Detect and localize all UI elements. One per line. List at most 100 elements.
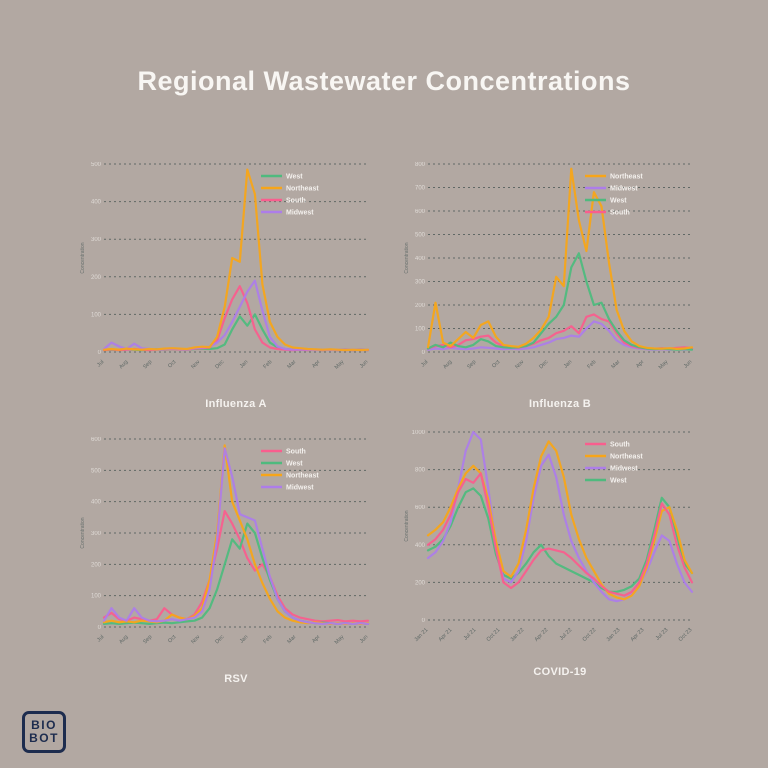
legend-label-south: South — [286, 449, 306, 456]
x-tick-label: Jun — [359, 634, 370, 645]
covid-19-chart: Concentration 0 200 400 600 800 1000 Jan 21 Apr … — [402, 424, 702, 678]
x-tick-label: Jul — [96, 359, 105, 368]
x-tick-label: May — [658, 359, 670, 371]
y-tick-label: 400 — [415, 256, 426, 262]
x-tick-label: Apr 22 — [534, 627, 550, 643]
influenza-a-chart: Concentration 0 100 200 300 400 500 Jul Aug Sep Oc… — [78, 156, 378, 410]
x-tick-label: Jan 22 — [509, 627, 525, 643]
y-tick-label: 400 — [91, 200, 102, 206]
y-tick-label: 100 — [415, 327, 426, 333]
x-tick-label: Oct — [491, 359, 502, 370]
covid-19-plot: Concentration 0 200 400 600 800 1000 Jan 21 Apr … — [404, 430, 694, 643]
x-tick-label: Oct 23 — [678, 627, 694, 643]
y-tick-label: 600 — [415, 209, 426, 215]
x-tick-label: Jul 23 — [655, 627, 670, 642]
x-tick-label: Jul — [420, 359, 429, 368]
x-tick-label: Dec — [538, 359, 549, 370]
x-tick-label: Mar — [610, 359, 621, 370]
y-axis-label: Concentration — [80, 242, 86, 273]
series-line-northeast — [102, 444, 370, 625]
biobot-logo: BIO BOT — [22, 711, 66, 753]
x-tick-label: Apr — [635, 359, 645, 369]
y-tick-label: 200 — [415, 580, 426, 586]
biobot-logo-line2: BOT — [29, 731, 59, 745]
influenza-b-title: Influenza B — [529, 398, 591, 410]
x-tick-label: Feb — [262, 634, 273, 645]
series-line-south — [102, 285, 370, 352]
y-axis-label: Concentration — [404, 242, 410, 273]
x-tick-label: Aug — [118, 359, 129, 370]
legend-label-west: West — [286, 461, 303, 468]
x-tick-label: Sep — [142, 634, 153, 645]
x-tick-label: Aug — [442, 359, 453, 370]
x-tick-label: Mar — [286, 359, 297, 370]
x-tick-label: Nov — [514, 359, 525, 370]
influenza-a-plot: Concentration 0 100 200 300 400 500 Jul Aug Sep Oc… — [80, 162, 370, 371]
x-tick-label: Oct — [167, 634, 178, 645]
legend-label-midwest: Midwest — [610, 186, 638, 193]
y-tick-label: 800 — [415, 162, 426, 168]
series-line-west — [102, 522, 370, 625]
x-tick-label: Jun — [359, 359, 370, 370]
x-tick-label: Mar — [286, 634, 297, 645]
x-tick-label: Jul 21 — [463, 627, 478, 642]
series-line-northeast — [426, 440, 694, 601]
series-line-midwest — [102, 447, 370, 625]
rsv-title: RSV — [224, 673, 248, 685]
y-tick-label: 600 — [91, 437, 102, 443]
series-line-south — [426, 313, 694, 350]
y-axis-label: Concentration — [404, 510, 410, 541]
y-tick-label: 500 — [91, 162, 102, 168]
x-tick-label: Jun — [683, 359, 694, 370]
y-tick-label: 700 — [415, 186, 426, 192]
legend-label-midwest: Midwest — [610, 466, 638, 473]
series-line-south — [102, 509, 370, 623]
y-tick-label: 0 — [98, 625, 102, 631]
y-tick-label: 200 — [415, 303, 426, 309]
page-title: Regional Wastewater Concentrations — [137, 66, 631, 96]
x-tick-label: Jul — [96, 634, 105, 643]
x-tick-label: May — [334, 634, 346, 646]
y-tick-label: 400 — [91, 500, 102, 506]
x-tick-label: Oct 22 — [582, 627, 598, 643]
influenza-b-chart: Concentration 0 100 200 300 400 500 600 700 800 Ju… — [402, 156, 702, 410]
x-tick-label: Apr — [311, 634, 321, 644]
legend-label-west: West — [610, 478, 627, 485]
legend-label-northeast: Northeast — [286, 186, 319, 193]
x-tick-label: Jul 22 — [559, 627, 574, 642]
y-tick-label: 1000 — [412, 430, 426, 436]
biobot-logo-line1: BIO — [31, 718, 57, 733]
x-tick-label: Dec — [214, 359, 225, 370]
x-tick-label: Jan — [563, 359, 574, 370]
x-tick-label: Feb — [262, 359, 273, 370]
y-tick-label: 200 — [91, 275, 102, 281]
y-tick-label: 200 — [91, 562, 102, 568]
x-tick-label: Jan — [239, 634, 250, 645]
y-tick-label: 300 — [415, 280, 426, 286]
y-tick-label: 500 — [415, 233, 426, 239]
y-tick-label: 300 — [91, 531, 102, 537]
x-tick-label: May — [334, 359, 346, 371]
y-tick-label: 400 — [415, 543, 426, 549]
influenza-b-plot: Concentration 0 100 200 300 400 500 600 700 800 Ju… — [404, 162, 694, 371]
series-line-south — [426, 472, 694, 597]
legend-label-northeast: Northeast — [610, 454, 643, 461]
x-tick-label: Sep — [466, 359, 477, 370]
rsv-plot: Concentration 0 100 200 300 400 500 600 Jul Aug Se… — [80, 437, 370, 646]
x-tick-label: Nov — [190, 359, 201, 370]
legend-label-west: West — [610, 198, 627, 205]
series-line-west — [102, 313, 370, 352]
series-line-west — [426, 252, 694, 351]
series-line-midwest — [426, 430, 694, 603]
y-tick-label: 0 — [98, 350, 102, 356]
x-tick-label: Aug — [118, 634, 129, 645]
legend-label-midwest: Midwest — [286, 485, 314, 492]
legend-label-south: South — [610, 210, 630, 217]
legend-label-northeast: Northeast — [286, 473, 319, 480]
influenza-a-title: Influenza A — [205, 398, 267, 410]
x-tick-label: Apr 21 — [438, 627, 454, 643]
y-tick-label: 0 — [422, 618, 426, 624]
y-tick-label: 100 — [91, 312, 102, 318]
y-axis-label: Concentration — [80, 517, 86, 548]
x-tick-label: Apr 23 — [630, 627, 646, 643]
